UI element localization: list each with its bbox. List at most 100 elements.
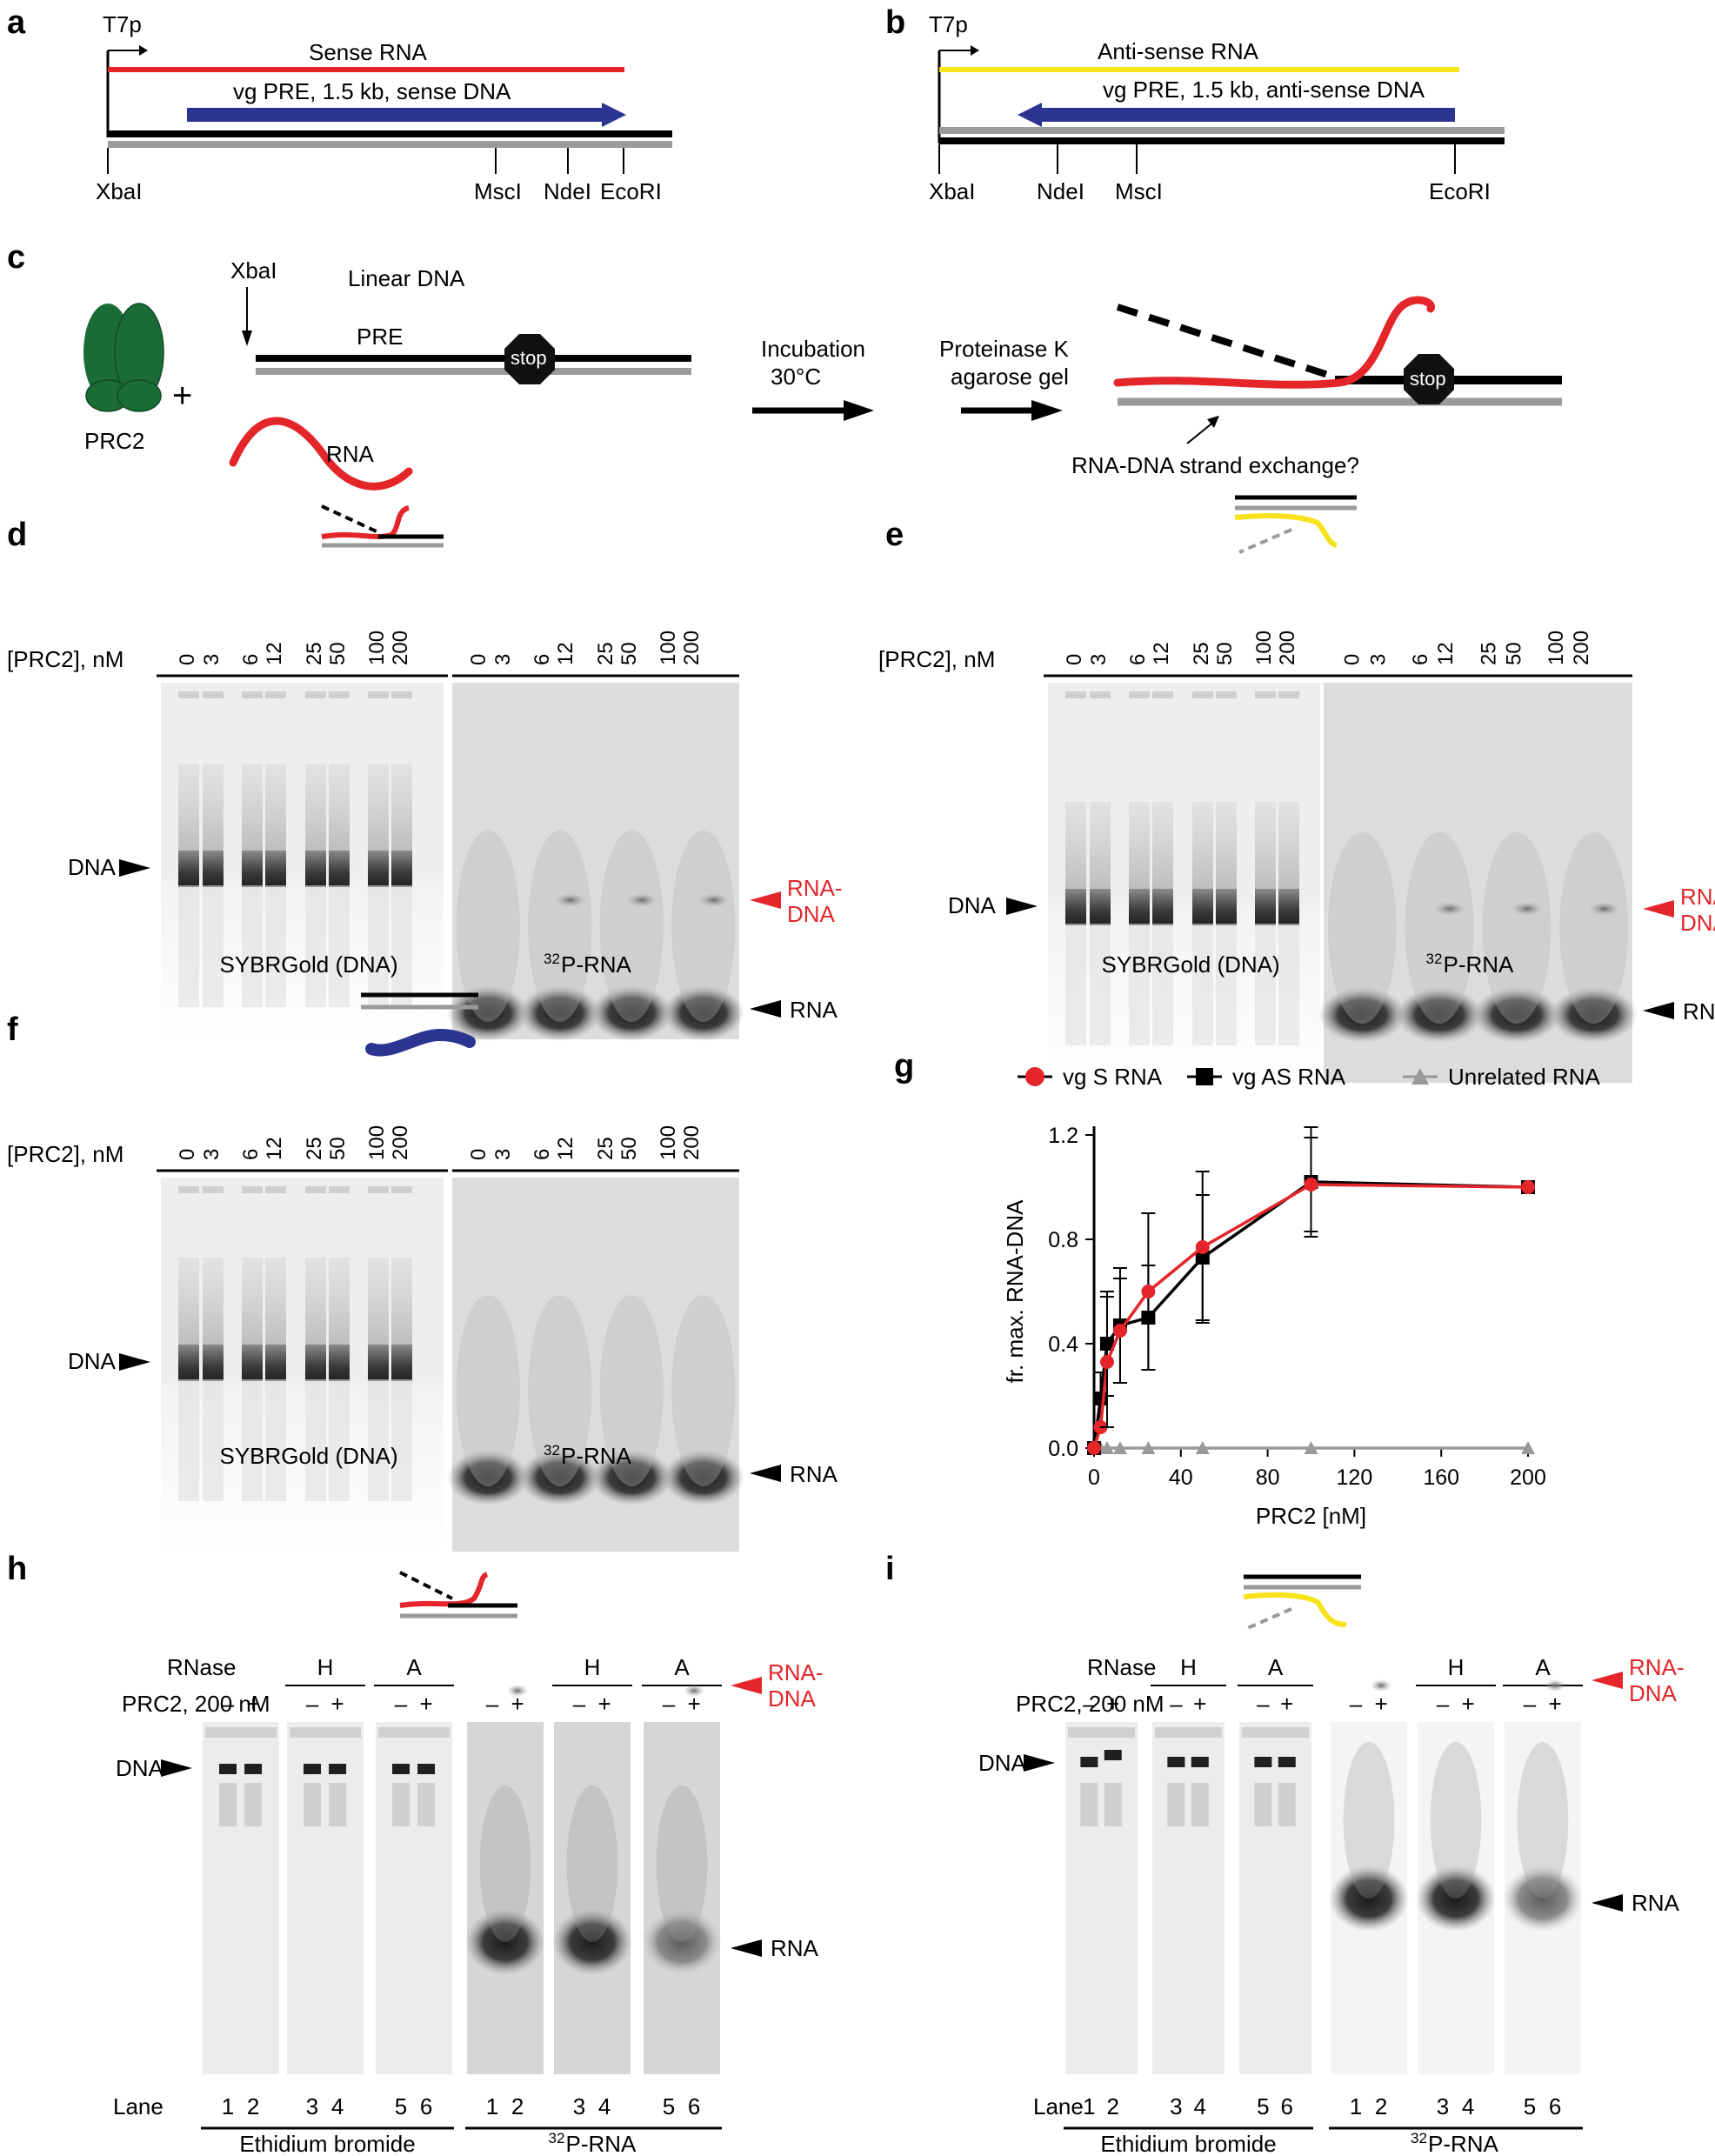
conc-tick: 200 (389, 631, 412, 665)
p32-caption: P-RNA (561, 1443, 632, 1469)
step1-line2: 30°C (771, 364, 821, 390)
plus-sign: + (1106, 1691, 1119, 1717)
panel-label-b: b (885, 4, 905, 41)
minus-sign: – (1083, 1691, 1096, 1717)
sybr-caption: SYBRGold (DNA) (1102, 951, 1280, 978)
rnase-type: A (1268, 1654, 1284, 1680)
conc-tick: 25 (1190, 642, 1213, 665)
rnase-type: A (1535, 1654, 1551, 1680)
rna-band (552, 1909, 632, 1975)
rna-dna-band (1434, 902, 1466, 916)
dna-marker-label: DNA (68, 1348, 117, 1374)
rna-dna-band (1545, 1679, 1566, 1692)
dna-band (244, 1764, 263, 1774)
conc-tick: 200 (680, 1125, 704, 1160)
p32-caption: P-RNA (566, 2131, 637, 2156)
rna-band (591, 1450, 673, 1505)
dna-band (417, 1764, 436, 1774)
legend-label: vg S RNA (1063, 1064, 1163, 1090)
conc-tick: 6 (1409, 654, 1432, 665)
dna-band (242, 851, 263, 887)
rna-dna-marker-label: DNA (1680, 910, 1715, 936)
panel-label: i (885, 1551, 895, 1587)
data-point (1099, 1441, 1114, 1454)
lane-number: 5 (1524, 2093, 1536, 2119)
panel-c: c PRC2 + XbaI Linear DNA PRE stop RNA In… (7, 239, 1562, 491)
p32-superscript: 32 (1411, 2130, 1427, 2146)
gel-panels-def: d[PRC2], nM 0 3 6 12 25 50 100 200 0 3 6 12 25 50 100 20… (7, 495, 1715, 1552)
etbr-gel (287, 1722, 364, 2074)
p32-gel (447, 683, 744, 1041)
conc-tick: 200 (1570, 631, 1593, 665)
conc-tick: 3 (1087, 654, 1111, 665)
rna-band (1395, 987, 1484, 1043)
series-triangle (1087, 1441, 1535, 1454)
y-tick-label: 1.2 (1048, 1124, 1078, 1148)
data-point (1099, 1355, 1114, 1369)
rnase-type: H (584, 1654, 601, 1680)
rna-band (447, 985, 530, 1041)
conc-tick: 25 (303, 1137, 326, 1160)
conc-tick: 6 (239, 654, 263, 665)
site-label: XbaI (929, 178, 976, 204)
data-point (1112, 1441, 1127, 1454)
dna-band (219, 1764, 237, 1774)
conc-tick: 3 (491, 1149, 515, 1160)
data-point (1304, 1178, 1318, 1191)
plus-sign: + (1280, 1691, 1293, 1717)
minus-sign: – (222, 1691, 235, 1717)
p32-gel (1503, 1679, 1583, 2074)
rna-dna-band (684, 1685, 705, 1697)
site-label: XbaI (96, 178, 143, 204)
dna-band (1065, 889, 1086, 925)
lane-number: 6 (1549, 2093, 1561, 2119)
legend-marker (1411, 1068, 1429, 1085)
rna-dna-arrowhead (1643, 900, 1674, 918)
conc-tick: 100 (1545, 631, 1568, 665)
product-rna (1113, 296, 1435, 389)
conc-tick: 100 (1252, 631, 1276, 665)
pointer-arrowhead (1207, 416, 1219, 428)
dna-band (392, 1764, 410, 1774)
legend-label: vg AS RNA (1232, 1064, 1346, 1090)
rnase-type: A (674, 1654, 690, 1680)
stop-label: stop (510, 347, 547, 369)
plus-sign: + (330, 1691, 344, 1717)
x-tick-label: 120 (1337, 1465, 1373, 1490)
conc-tick: 0 (467, 1149, 490, 1160)
conc-label: [PRC2], nM (7, 646, 123, 672)
conc-tick: 12 (263, 1137, 286, 1160)
sybr-caption: SYBRGold (DNA) (220, 951, 398, 978)
panel-f: f[PRC2], nM 0 3 6 12 25 50 100 200 0 3 6 12 25 50 100 20… (7, 992, 838, 1552)
p32-caption: P-RNA (1444, 951, 1515, 978)
dna-band (368, 851, 389, 887)
lane-number: 2 (511, 2093, 524, 2119)
conc-label: [PRC2], nM (878, 646, 995, 672)
rnase-label: RNase (1087, 1654, 1156, 1680)
chart-axes: 0 40 80 120 160 200 0.0 0.4 0.8 1.2 PRC2 [nM] fr. m… (1002, 1124, 1546, 1529)
conc-tick: 50 (326, 642, 350, 665)
rna-arrowhead (1643, 1002, 1674, 1019)
panel-label-c: c (7, 239, 25, 276)
dna-band (1278, 889, 1299, 925)
conc-tick: 12 (554, 1137, 577, 1160)
plus-sign: + (1548, 1691, 1561, 1717)
step2-line2: agarose gel (951, 364, 1069, 390)
conc-tick: 3 (1366, 654, 1390, 665)
rna-dna-band (697, 893, 730, 907)
dna-band (305, 851, 326, 887)
dna-band (329, 851, 350, 887)
conc-tick: 6 (1126, 654, 1150, 665)
rna-dna-arrowhead (731, 1677, 762, 1694)
p32-superscript: 32 (1426, 951, 1443, 967)
prc2-icon (83, 303, 164, 412)
antisense-rna-label: Anti-sense RNA (1098, 38, 1259, 64)
rnase-type: A (406, 1654, 422, 1680)
dna-band (1191, 1757, 1209, 1767)
dna-band (1255, 889, 1276, 925)
stop-label: stop (1410, 368, 1446, 390)
dna-band (178, 1345, 199, 1381)
rna-dna-marker-label: RNA- (1680, 884, 1715, 910)
lane-number: 1 (1083, 2093, 1095, 2119)
p32-superscript: 32 (544, 1442, 560, 1458)
